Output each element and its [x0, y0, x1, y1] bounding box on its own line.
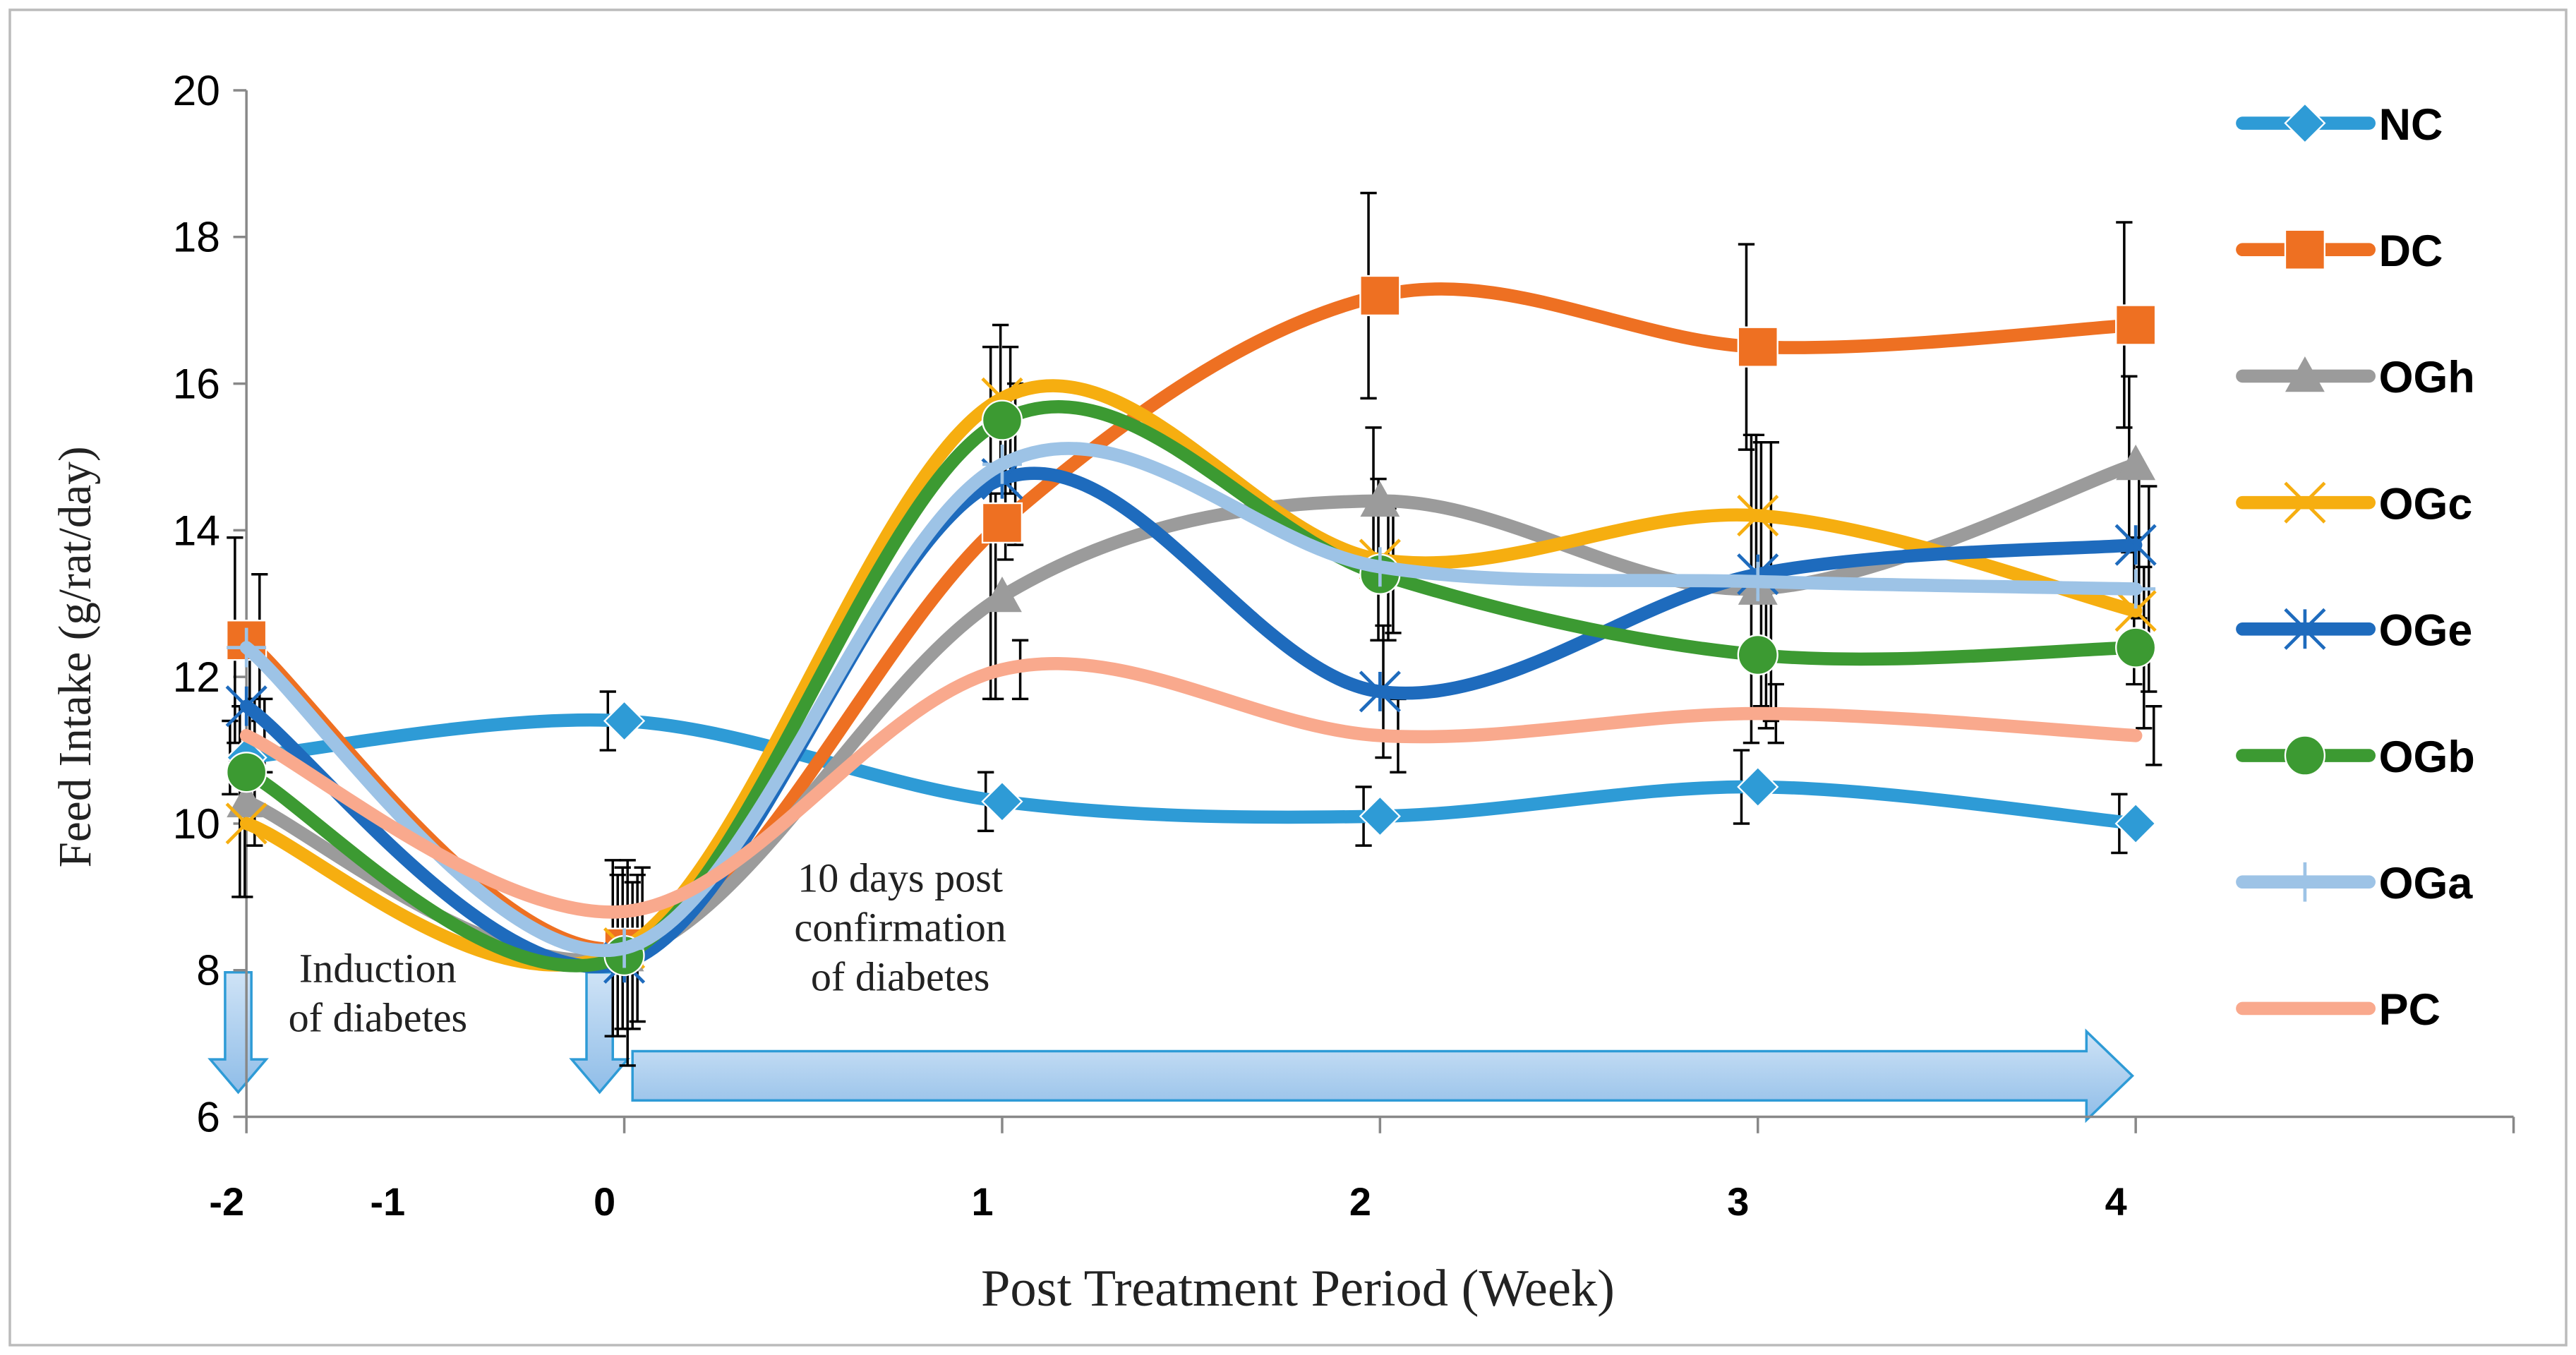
marker — [2115, 304, 2157, 346]
marker — [226, 752, 267, 793]
annotation: 10 days post — [798, 855, 1003, 901]
annotation: confirmation — [794, 905, 1006, 951]
legend-label: OGa — [2379, 859, 2474, 908]
annotation: Induction — [299, 946, 457, 992]
legend-label: PC — [2379, 985, 2440, 1035]
legend-label: OGh — [2379, 353, 2475, 402]
marker — [1359, 795, 1401, 838]
x-tick-label: 2 — [1349, 1179, 1371, 1224]
marker — [1359, 275, 1401, 316]
marker — [603, 699, 646, 742]
series-line — [239, 657, 2143, 919]
x-tick-label: 3 — [1727, 1179, 1749, 1224]
x-tick-label: -1 — [371, 1179, 406, 1224]
induction-arrow — [207, 971, 269, 1095]
marker — [2284, 608, 2326, 650]
marker — [2285, 862, 2325, 902]
marker — [1360, 481, 1400, 517]
marker — [1359, 670, 1401, 713]
marker — [2114, 524, 2157, 566]
y-tick-label: 8 — [196, 946, 220, 994]
y-tick-label: 6 — [196, 1092, 220, 1140]
y-tick-label: 14 — [173, 506, 220, 554]
marker — [2285, 356, 2325, 392]
y-tick-label: 12 — [173, 653, 220, 701]
y-tick-label: 10 — [173, 800, 220, 848]
marker — [1737, 495, 1779, 537]
marker — [2114, 590, 2157, 632]
x-tick-label: -2 — [209, 1179, 244, 1224]
legend-label: OGc — [2379, 479, 2473, 529]
frame — [8, 8, 2568, 1347]
y-tick-label: 16 — [173, 360, 220, 408]
marker — [982, 444, 1022, 484]
marker — [2284, 229, 2326, 270]
marker — [2116, 569, 2156, 609]
annotation: of diabetes — [811, 953, 990, 999]
error-bar — [2145, 704, 2162, 766]
marker — [1360, 547, 1400, 587]
y-axis-title: Feed Intake (g/rat/day) — [50, 446, 101, 867]
series — [239, 657, 2143, 919]
marker — [1737, 634, 1778, 676]
marker — [981, 502, 1023, 544]
series-line — [239, 713, 2143, 831]
marker — [982, 576, 1022, 613]
marker — [2116, 444, 2156, 481]
legend-label: OGb — [2379, 733, 2475, 782]
marker — [2114, 802, 2157, 845]
marker — [225, 802, 267, 845]
marker — [227, 627, 267, 668]
marker — [981, 781, 1023, 823]
marker — [2115, 627, 2157, 668]
annotation: of diabetes — [289, 995, 468, 1041]
marker — [2284, 481, 2326, 524]
legend-label: OGe — [2379, 606, 2473, 656]
y-tick-label: 20 — [173, 66, 220, 114]
series — [226, 399, 2157, 977]
series — [227, 442, 2156, 968]
x-tick-label: 0 — [594, 1179, 615, 1224]
x-axis-title: Post Treatment Period (Week) — [981, 1260, 1615, 1318]
x-tick-label: 4 — [2105, 1179, 2127, 1224]
marker — [1738, 562, 1778, 602]
y-tick-label: 18 — [173, 213, 220, 261]
marker — [981, 399, 1023, 441]
marker — [604, 928, 644, 968]
marker — [225, 685, 267, 728]
x-tick-label: 1 — [971, 1179, 993, 1224]
marker — [2284, 735, 2326, 776]
marker — [227, 781, 267, 818]
marker — [1737, 326, 1778, 368]
legend-label: DC — [2379, 227, 2443, 276]
marker — [1737, 766, 1779, 808]
marker — [2284, 102, 2326, 145]
treatment-arrow — [631, 1028, 2135, 1124]
legend-label: NC — [2379, 100, 2443, 150]
